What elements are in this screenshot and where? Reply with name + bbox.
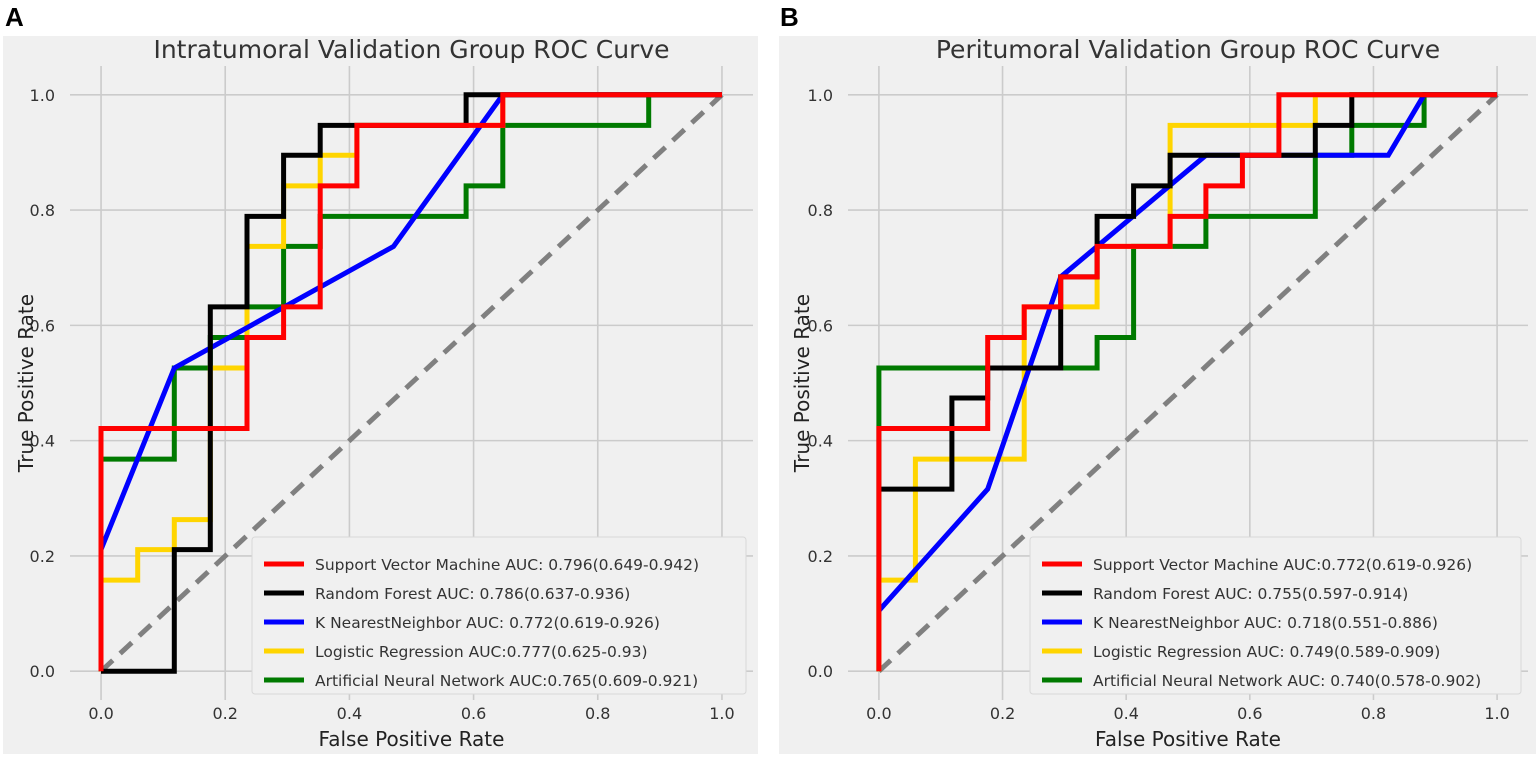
y-tick-label: 0.4 bbox=[808, 432, 833, 451]
legend: Support Vector Machine AUC: 0.796(0.649-… bbox=[251, 536, 747, 695]
y-tick-label: 0.2 bbox=[808, 547, 833, 566]
roc-line-knn bbox=[877, 92, 1498, 613]
legend-label-lr: Logistic Regression AUC:0.777(0.625-0.93… bbox=[315, 643, 648, 661]
y-tick-label: 0.0 bbox=[808, 662, 833, 681]
y-tick-label: 0.6 bbox=[30, 316, 55, 335]
x-tick-label: 0.2 bbox=[990, 704, 1015, 723]
x-axis-label: False Positive Rate bbox=[1095, 727, 1281, 751]
x-axis-label: False Positive Rate bbox=[319, 727, 505, 751]
legend-label-knn: K NearestNeighbor AUC: 0.718(0.551-0.886… bbox=[1093, 614, 1438, 632]
y-tick-label: 0.2 bbox=[30, 547, 55, 566]
x-tick-label: 0.8 bbox=[585, 704, 610, 723]
x-tick-label: 0.4 bbox=[337, 704, 362, 723]
chart-panel-a: 0.0 0.2 0.4 0.6 0.8 1.0 0.0 0.2 0.4 0.6 0.8 1.0 Intr… bbox=[3, 35, 758, 754]
x-tick-label: 0.6 bbox=[1237, 704, 1262, 723]
legend-label-svm: Support Vector Machine AUC: 0.796(0.649-… bbox=[315, 556, 699, 574]
y-tick-label: 0.6 bbox=[808, 316, 833, 335]
x-tick-label: 1.0 bbox=[709, 704, 734, 723]
legend-label-ann: Artificial Neural Network AUC: 0.740(0.5… bbox=[1093, 672, 1481, 690]
legend: Support Vector Machine AUC:0.772(0.619-0… bbox=[1029, 536, 1522, 695]
chart-panel-b: 0.0 0.2 0.4 0.6 0.8 1.0 0.0 0.2 0.4 0.6 0.8 1.0 Peri… bbox=[779, 35, 1536, 754]
legend-label-svm: Support Vector Machine AUC:0.772(0.619-0… bbox=[1093, 556, 1472, 574]
legend-label-knn: K NearestNeighbor AUC: 0.772(0.619-0.926… bbox=[315, 614, 660, 632]
legend-box bbox=[251, 536, 747, 695]
diagonal-reference-line bbox=[99, 92, 724, 674]
diagonal-reference-line bbox=[877, 92, 1499, 674]
roc-line-svm bbox=[98, 92, 722, 672]
chart-title: Intratumoral Validation Group ROC Curve bbox=[153, 35, 669, 64]
y-tick-label: 0.8 bbox=[808, 201, 833, 220]
y-tick-label: 1.0 bbox=[30, 86, 55, 105]
legend-label-rf: Random Forest AUC: 0.755(0.597-0.914) bbox=[1093, 585, 1408, 603]
y-tick-label: 0.0 bbox=[30, 662, 55, 681]
panel-letter-b: B bbox=[780, 2, 799, 32]
roc-line-rf bbox=[878, 92, 1498, 492]
x-tick-label: 0.0 bbox=[866, 704, 891, 723]
x-tick-label: 0.6 bbox=[461, 704, 486, 723]
panel-letter-a: A bbox=[5, 2, 24, 32]
x-tick-label: 0.2 bbox=[213, 704, 238, 723]
x-tick-label: 0.8 bbox=[1361, 704, 1386, 723]
y-tick-label: 0.8 bbox=[30, 201, 55, 220]
legend-label-lr: Logistic Regression AUC: 0.749(0.589-0.9… bbox=[1093, 643, 1440, 661]
x-tick-label: 1.0 bbox=[1484, 704, 1509, 723]
x-tick-label: 0.0 bbox=[88, 704, 113, 723]
y-axis-label: True Positive Rate bbox=[790, 294, 814, 473]
legend-label-ann: Artificial Neural Network AUC:0.765(0.60… bbox=[315, 672, 698, 690]
y-tick-label: 1.0 bbox=[808, 86, 833, 105]
chart-title: Peritumoral Validation Group ROC Curve bbox=[936, 35, 1440, 64]
roc-line-svm bbox=[876, 92, 1498, 672]
y-axis-label: True Positive Rate bbox=[14, 294, 38, 473]
legend-label-rf: Random Forest AUC: 0.786(0.637-0.936) bbox=[315, 585, 630, 603]
x-tick-label: 0.4 bbox=[1113, 704, 1138, 723]
y-tick-label: 0.4 bbox=[30, 432, 55, 451]
legend-box bbox=[1029, 536, 1522, 695]
